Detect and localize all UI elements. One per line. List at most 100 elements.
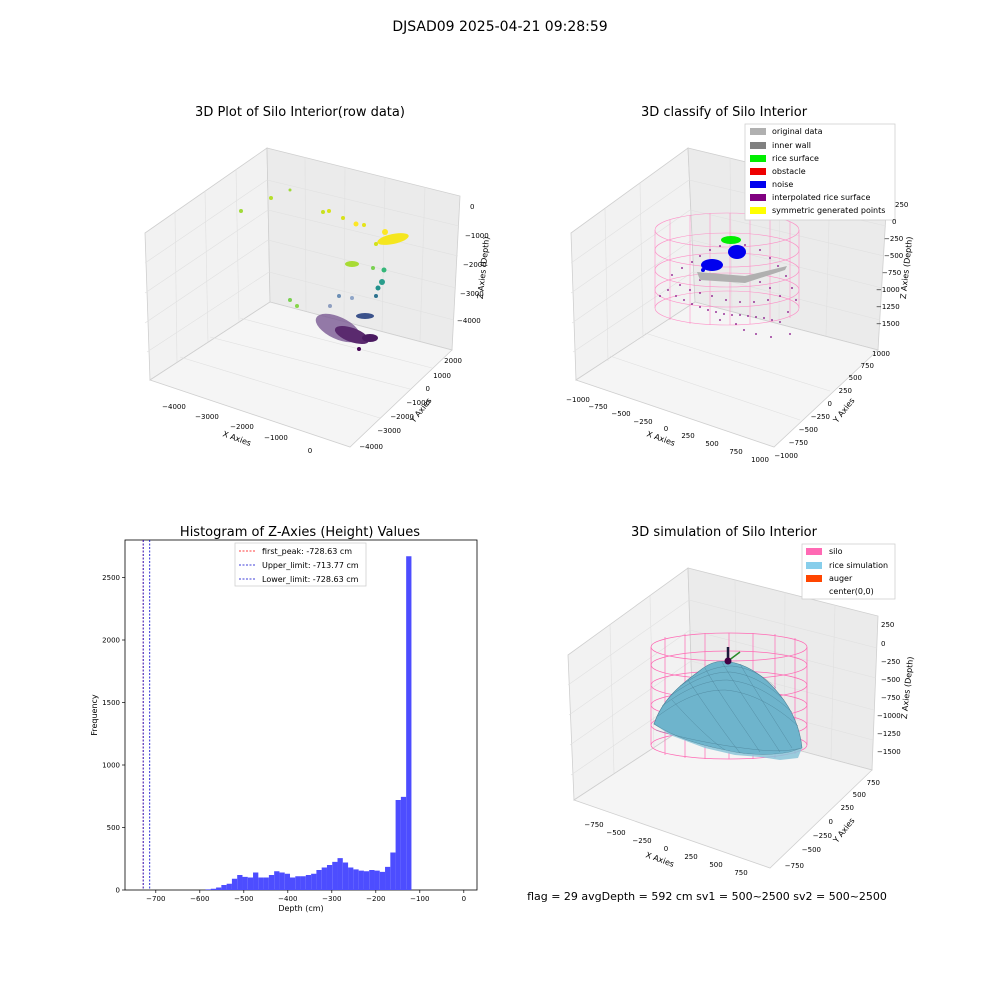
data-point [795,299,797,301]
z-tick-label: −1250 [877,730,901,738]
z-tick-label: −1000 [877,712,901,720]
x-tick-label: −750 [584,821,603,829]
data-point [353,221,359,227]
y-tick-label: −2000 [390,413,414,421]
histogram-bar [221,885,227,890]
data-point [350,296,354,300]
auger [724,647,741,665]
data-point [681,267,683,269]
data-point [743,329,745,331]
histogram-bar [274,871,280,890]
panel2-y-ticks: −1000 −750 −500 −250 0 250 500 750 1000 [774,350,890,460]
histogram-bar [284,873,290,890]
y-tick-label: 1000 [872,350,890,358]
histogram-bar [385,866,391,890]
x-axis-label: X Axies [221,429,252,448]
y-tick-label: −250 [811,413,830,421]
panel-classify-3d: 3D classify of Silo Interior [566,105,914,464]
histogram-bar [295,876,301,890]
x-tick-label: 250 [681,432,694,440]
legend-label: Lower_limit: -728.63 cm [262,575,359,584]
histogram-bar [348,867,354,890]
panel3-title: Histogram of Z-Axies (Height) Values [180,525,420,540]
y-tick-label: 1500 [102,699,120,707]
x-tick-label: 0 [664,425,668,433]
panel1-title: 3D Plot of Silo Interior(row data) [195,105,405,120]
panel1-grid [144,156,460,419]
histogram-bar [379,871,386,890]
panel1-z-ticks: 0 −1000 −2000 −3000 −4000 [457,203,489,325]
data-point [725,299,727,301]
data-point [288,188,292,192]
histogram-bar [353,869,359,890]
histogram-bar [390,852,396,890]
histogram-bar [326,865,333,890]
panel4-legend: silo rice simulation auger center(0,0) [801,543,896,600]
data-point [295,304,299,308]
data-point [789,333,791,335]
data-point [671,274,673,276]
status-footer: flag = 29 avgDepth = 592 cm sv1 = 500~25… [527,890,887,903]
data-point [769,287,771,289]
legend-item: original data [750,127,823,136]
y-tick-label: 0 [426,385,430,393]
data-point [362,334,378,342]
panel-simulation-3d: 3D simulation of Silo Interior [567,525,916,877]
histogram-bar [216,887,222,890]
data-point [659,295,661,297]
y-axis-label: Y Axies [831,816,857,845]
data-point [701,268,705,272]
legend-label: obstacle [772,167,806,176]
histogram-bar [253,872,259,890]
data-point [763,317,765,319]
y-tick-label: −750 [789,439,808,447]
data-point [239,209,243,213]
z-axis-label: Z Axies (Depth) [900,656,916,719]
data-point [779,295,781,297]
histogram-bar [300,876,306,890]
interpolated-surface-points [659,242,797,338]
data-point [337,294,341,298]
histogram-bar [305,875,312,890]
legend-label: center(0,0) [829,587,874,596]
x-tick-label: −2000 [230,423,254,431]
data-point [288,298,292,302]
z-tick-label: −3000 [460,290,484,298]
legend-item: silo [806,547,843,556]
x-tick-label: 750 [734,869,747,877]
y-tick-label: −500 [799,426,818,434]
data-point [269,196,273,200]
legend-label: Upper_limit: -713.77 cm [262,561,359,570]
noise-points [701,245,746,272]
data-point [770,336,772,338]
data-point [747,315,749,317]
panel1-points [239,188,409,351]
x-tick-label: 0 [308,447,312,455]
legend-item: auger [806,574,853,583]
data-point [675,295,677,297]
data-point [375,285,381,291]
data-point [691,261,693,263]
z-tick-label: −1500 [877,748,901,756]
histogram-legend: first_peak: -728.63 cm Upper_limit: -713… [234,542,367,587]
histogram-bar [237,875,243,890]
legend-item: rice simulation [806,561,888,570]
legend-label: original data [772,127,823,136]
x-axis-label: X Axies [644,850,675,869]
data-point [341,216,345,220]
x-tick-label: 0 [462,895,466,903]
data-point [753,301,755,303]
data-point [345,261,359,267]
data-point [328,304,332,308]
histogram-bar [231,878,238,890]
data-point [723,313,725,315]
panel1-x-ticks: −4000 −3000 −2000 −1000 0 [162,403,312,455]
legend-label: rice surface [772,154,819,163]
x-tick-label: −3000 [195,413,219,421]
y-tick-label: 500 [853,791,866,799]
y-tick-label: −250 [813,832,832,840]
x-tick-label: 0 [664,845,668,853]
z-axis-label: Z Axies (Depth) [899,236,915,299]
z-tick-label: −2000 [463,261,487,269]
data-point [779,321,781,323]
